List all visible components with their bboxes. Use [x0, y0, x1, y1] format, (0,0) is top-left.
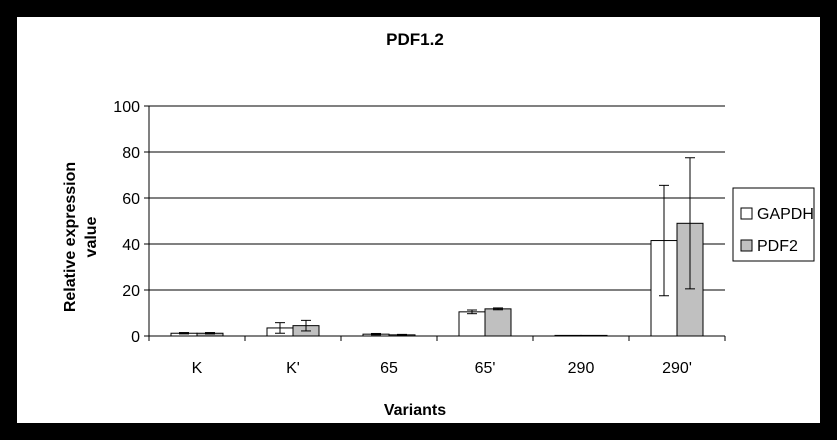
y-axis-title-line: Relative expression [62, 162, 79, 312]
gridlines [149, 105, 725, 291]
y-tick-label: 0 [131, 329, 140, 346]
axes [144, 105, 726, 341]
y-tick-label: 20 [122, 283, 140, 300]
x-tick-label: 290 [568, 360, 595, 377]
chart-title: PDF1.2 [386, 30, 444, 49]
y-tick-label: 60 [122, 191, 140, 208]
y-tick-label: 40 [122, 237, 140, 254]
x-tick-label: 65' [475, 360, 496, 377]
y-axis-title: Relative expression value [62, 162, 100, 312]
tick-labels: 0 20 40 60 80 100 K K' 65 65' 290 290' [113, 99, 692, 377]
legend-label: GAPDH [757, 206, 814, 223]
legend-swatch-gapdh [740, 207, 753, 220]
x-axis-title: Variants [384, 402, 446, 419]
legend-swatch-pdf2 [740, 239, 753, 252]
chart-area: PDF1.2 Variants Relative expression value… [17, 17, 820, 423]
bar-gapdh [458, 311, 486, 337]
x-tick-label: 290' [662, 360, 692, 377]
bar-pdf2 [484, 308, 512, 337]
x-tick-label: 65 [380, 360, 398, 377]
legend-label: PDF2 [757, 238, 798, 255]
bar-chart: PDF1.2 Variants Relative expression value… [62, 30, 815, 419]
x-tick-label: K' [286, 360, 300, 377]
bars [170, 157, 704, 337]
y-axis-title-line: value [83, 216, 100, 257]
x-tick-label: K [192, 360, 203, 377]
y-tick-label: 100 [113, 99, 140, 116]
legend: GAPDH PDF2 [732, 187, 815, 262]
y-tick-label: 80 [122, 145, 140, 162]
